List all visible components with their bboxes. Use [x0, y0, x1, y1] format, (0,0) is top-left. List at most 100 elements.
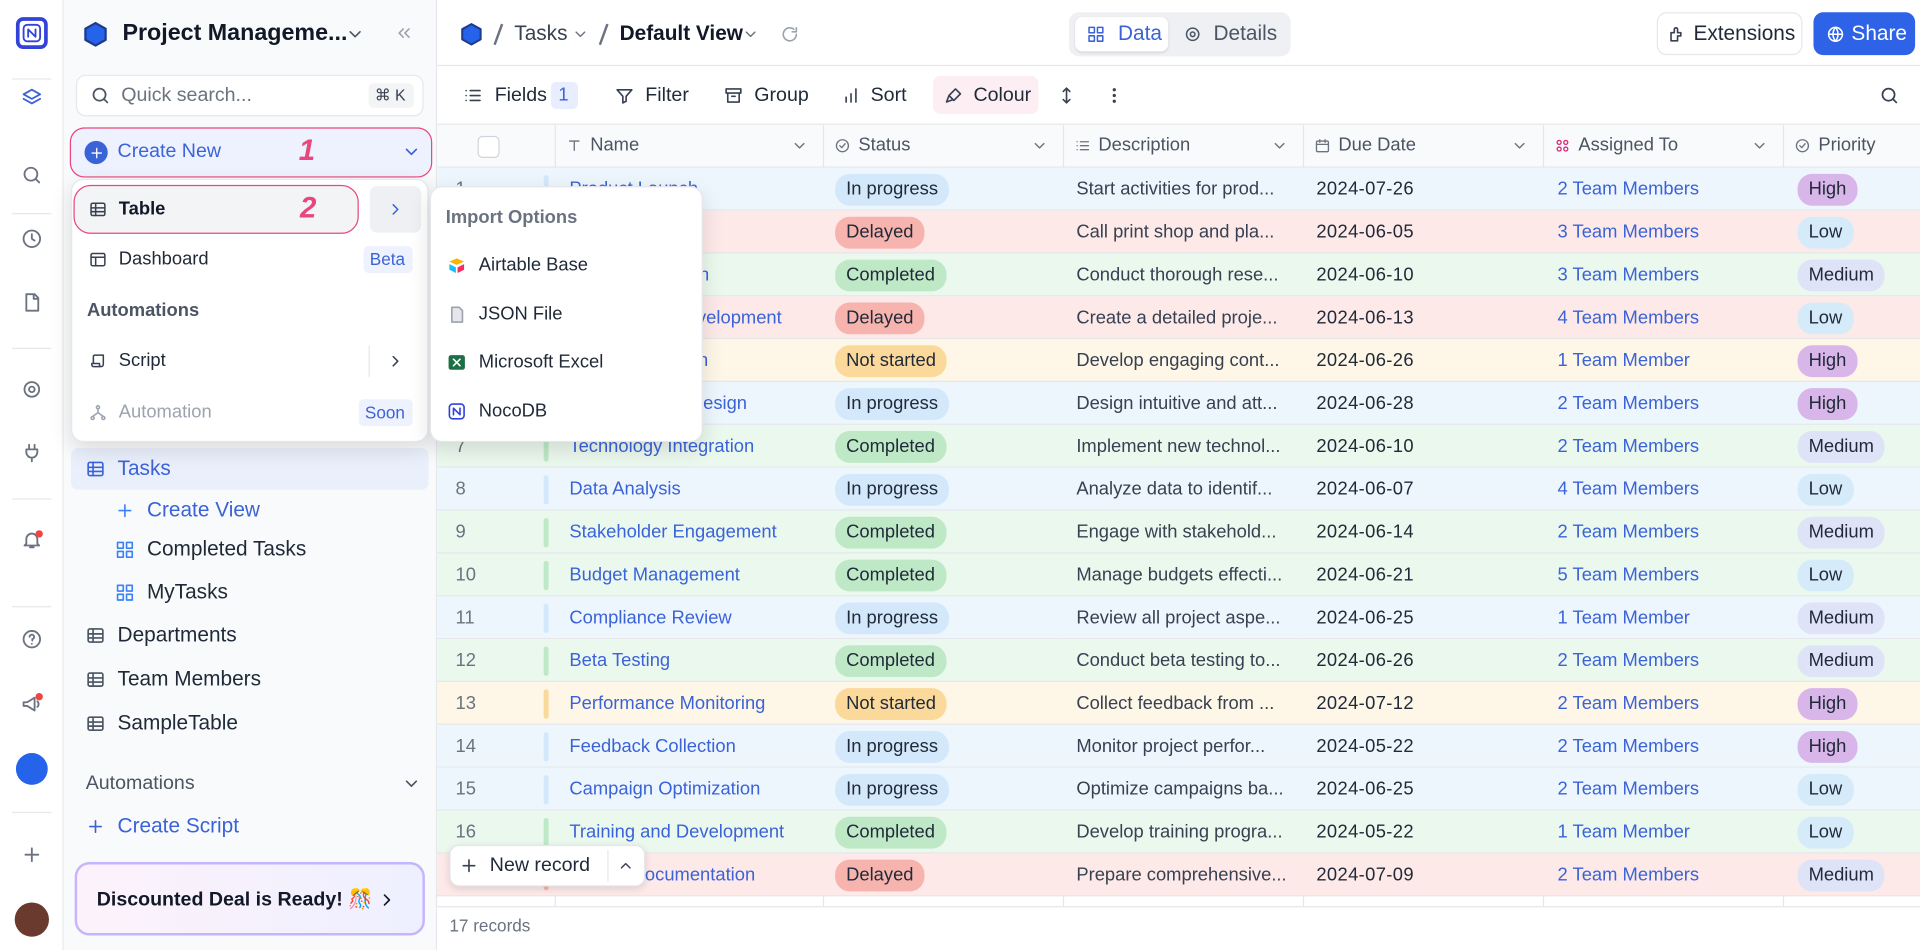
icon — [1826, 25, 1844, 43]
cell-name[interactable]: Stakeholder Engagement — [569, 522, 776, 544]
cell-date: 2024-06-21 — [1316, 564, 1414, 586]
cell-assigned[interactable]: 2 Team Members — [1558, 693, 1700, 715]
tab[interactable]: Data — [1118, 22, 1162, 47]
cell-date: 2024-06-25 — [1316, 779, 1414, 801]
cell-description: Develop training progra... — [1076, 822, 1282, 844]
cell-assigned[interactable]: 1 Team Member — [1558, 822, 1690, 844]
icon — [86, 459, 106, 479]
toolbar-group[interactable]: Group — [754, 84, 808, 107]
cell-assigned[interactable]: 5 Team Members — [1558, 564, 1700, 586]
cell-name[interactable]: Budget Management — [569, 564, 740, 586]
cell-assigned[interactable]: 3 Team Members — [1558, 222, 1700, 244]
cell-assigned[interactable]: 1 Team Member — [1558, 607, 1690, 629]
project-name[interactable]: Project Manageme... — [122, 20, 347, 48]
cell-name[interactable]: Performance Monitoring — [569, 693, 765, 715]
extensions-label[interactable]: Extensions — [1693, 22, 1795, 47]
cell-assigned[interactable]: 2 Team Members — [1558, 736, 1700, 758]
submenu-item[interactable]: Airtable Base — [479, 255, 588, 277]
cell-assigned[interactable]: 1 Team Member — [1558, 350, 1690, 372]
share-label[interactable]: Share — [1851, 22, 1907, 47]
column-header[interactable]: Due Date — [1338, 135, 1416, 157]
new-record-label[interactable]: New record — [490, 854, 590, 877]
cell-name[interactable]: Data Analysis — [569, 479, 680, 501]
cell-assigned[interactable]: 2 Team Members — [1558, 179, 1700, 201]
row-color-bar — [544, 604, 549, 633]
cell-assigned[interactable]: 2 Team Members — [1558, 779, 1700, 801]
toolbar-filter[interactable]: Filter — [645, 84, 689, 107]
cell-assigned[interactable]: 2 Team Members — [1558, 436, 1700, 458]
cell-name[interactable]: Campaign Optimization — [569, 779, 760, 801]
icon — [1511, 137, 1528, 154]
tree-item[interactable]: SampleTable — [118, 711, 238, 736]
cell-assigned[interactable]: 2 Team Members — [1558, 864, 1700, 886]
submenu-item[interactable]: Microsoft Excel — [479, 351, 604, 373]
rail-icon — [21, 164, 43, 186]
priority-pill: Medium — [1798, 260, 1885, 292]
rail-icon — [21, 442, 43, 464]
rail-divider — [12, 348, 51, 349]
toolbar-fields[interactable]: Fields — [495, 84, 547, 107]
breadcrumb-table[interactable]: Tasks — [514, 22, 567, 47]
icon — [742, 26, 759, 43]
cell-assigned[interactable]: 3 Team Members — [1558, 264, 1700, 286]
column-header[interactable]: Assigned To — [1578, 135, 1678, 157]
priority-pill: Medium — [1798, 602, 1885, 634]
rail-icon — [21, 844, 43, 866]
submenu-item[interactable]: NocoDB — [479, 400, 547, 422]
column-header[interactable]: Name — [590, 135, 639, 157]
cell-name[interactable]: Training and Development — [569, 822, 784, 844]
cell-name[interactable]: Compliance Review — [569, 607, 731, 629]
icon — [377, 890, 397, 910]
rail-divider — [12, 812, 51, 813]
cell-assigned[interactable]: 2 Team Members — [1558, 393, 1700, 415]
toolbar-colour[interactable]: Colour — [973, 84, 1031, 107]
icon — [86, 714, 106, 734]
header-checkbox[interactable] — [478, 136, 500, 158]
row-number: 14 — [456, 736, 476, 758]
column-header[interactable]: Priority — [1818, 135, 1875, 157]
create-new-label[interactable]: Create New — [118, 140, 221, 163]
tree-item[interactable]: MyTasks — [147, 580, 228, 605]
icon — [89, 352, 107, 370]
cell-description: Conduct beta testing to... — [1076, 650, 1280, 672]
column-header[interactable]: Status — [858, 135, 910, 157]
cell-assigned[interactable]: 2 Team Members — [1558, 522, 1700, 544]
icon — [402, 142, 422, 162]
avatar[interactable] — [15, 902, 49, 936]
promo-text[interactable]: Discounted Deal is Ready! 🎊 — [97, 888, 373, 911]
icon — [617, 857, 634, 874]
toolbar-sort[interactable]: Sort — [871, 84, 907, 107]
tab[interactable]: Details — [1213, 22, 1277, 47]
cell-assigned[interactable]: 2 Team Members — [1558, 650, 1700, 672]
tree-item[interactable]: Create View — [147, 498, 260, 523]
cell-description: Implement new technol... — [1076, 436, 1280, 458]
column-header[interactable]: Description — [1098, 135, 1190, 157]
icon — [1271, 137, 1288, 154]
status-pill: Completed — [835, 260, 946, 292]
tree-item[interactable]: Departments — [118, 623, 237, 648]
cell-date: 2024-06-26 — [1316, 350, 1414, 372]
status-pill: In progress — [835, 731, 949, 763]
icon — [86, 670, 106, 690]
tree-item[interactable]: Completed Tasks — [147, 537, 306, 562]
rail-icon — [21, 628, 43, 650]
icon — [386, 352, 404, 370]
chat-button[interactable] — [16, 753, 48, 785]
submenu-title: Import Options — [446, 207, 578, 229]
tree-item[interactable]: Tasks — [118, 456, 171, 481]
submenu-item[interactable]: JSON File — [479, 303, 563, 325]
cell-assigned[interactable]: 4 Team Members — [1558, 479, 1700, 501]
menu-item[interactable]: Table — [119, 198, 166, 220]
icon — [89, 250, 107, 268]
cell-name[interactable]: Beta Testing — [569, 650, 670, 672]
cell-assigned[interactable]: 4 Team Members — [1558, 307, 1700, 329]
cell-name[interactable]: Feedback Collection — [569, 736, 735, 758]
row-number: 12 — [456, 650, 476, 672]
row-number: 10 — [456, 564, 476, 586]
row-color-bar — [544, 732, 549, 761]
menu-item[interactable]: Script — [119, 350, 166, 372]
tree-item[interactable]: Team Members — [118, 667, 261, 692]
breadcrumb-view[interactable]: Default View — [620, 22, 743, 47]
create-script[interactable]: Create Script — [118, 814, 239, 839]
menu-item[interactable]: Dashboard — [119, 249, 209, 271]
